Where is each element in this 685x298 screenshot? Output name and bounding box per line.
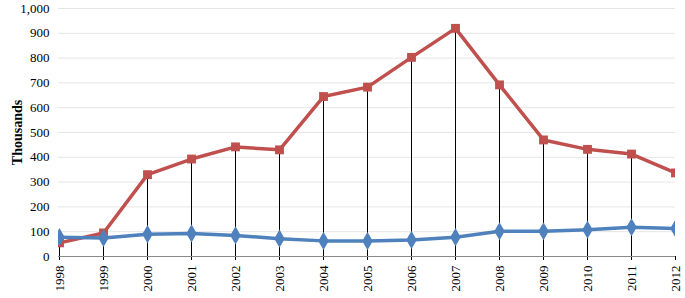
svg-text:2007: 2007 <box>448 265 463 292</box>
svg-text:1998: 1998 <box>52 266 67 292</box>
svg-text:2005: 2005 <box>360 266 375 292</box>
svg-text:2011: 2011 <box>624 266 639 292</box>
svg-text:2003: 2003 <box>272 266 287 292</box>
svg-text:700: 700 <box>30 75 50 90</box>
svg-text:2006: 2006 <box>404 265 419 292</box>
svg-text:2004: 2004 <box>316 265 331 292</box>
svg-text:800: 800 <box>30 50 50 65</box>
svg-text:600: 600 <box>30 100 50 115</box>
svg-text:1,000: 1,000 <box>20 1 49 16</box>
svg-text:2009: 2009 <box>536 266 551 292</box>
svg-text:900: 900 <box>30 25 50 40</box>
svg-text:400: 400 <box>30 149 50 164</box>
svg-text:0: 0 <box>43 249 50 264</box>
svg-text:100: 100 <box>30 224 50 239</box>
svg-text:2002: 2002 <box>228 266 243 292</box>
svg-text:2001: 2001 <box>184 266 199 292</box>
svg-text:2010: 2010 <box>580 266 595 292</box>
svg-text:300: 300 <box>30 174 50 189</box>
svg-text:2012: 2012 <box>668 266 683 292</box>
svg-text:2000: 2000 <box>140 266 155 292</box>
svg-text:2008: 2008 <box>492 266 507 292</box>
svg-text:200: 200 <box>30 199 50 214</box>
svg-text:Thousands: Thousands <box>10 99 25 165</box>
svg-text:500: 500 <box>30 125 50 140</box>
svg-text:1999: 1999 <box>96 266 111 292</box>
